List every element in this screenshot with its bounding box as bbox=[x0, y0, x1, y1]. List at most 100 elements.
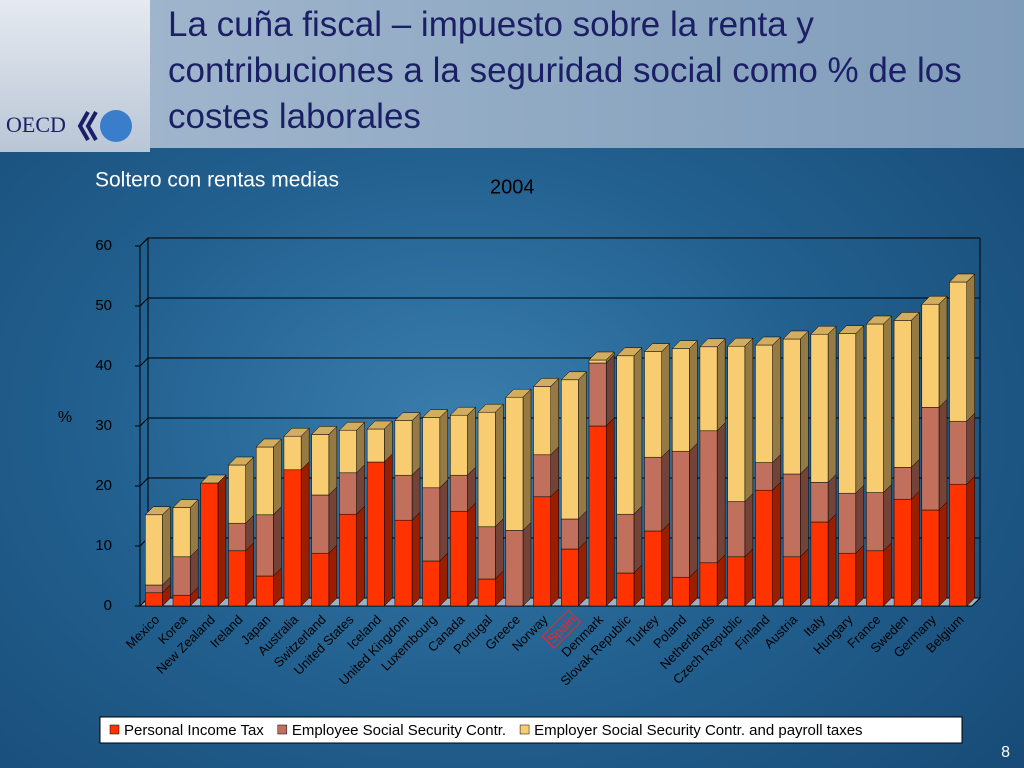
bar-segment bbox=[810, 521, 829, 607]
bar-side bbox=[938, 501, 948, 607]
bar-side bbox=[273, 438, 282, 516]
bar-side bbox=[300, 461, 310, 607]
bar-segment bbox=[727, 501, 746, 558]
bar-segment bbox=[755, 344, 773, 463]
y-tick-label: 0 bbox=[104, 597, 112, 614]
y-tick-label: 20 bbox=[95, 477, 112, 494]
bar-segment bbox=[339, 429, 357, 474]
bar-top bbox=[255, 438, 283, 448]
bar-side bbox=[633, 347, 643, 515]
legend-box bbox=[99, 716, 963, 744]
bar-segment bbox=[200, 482, 219, 607]
bar-segment bbox=[810, 333, 829, 483]
bar-side bbox=[495, 518, 504, 580]
bar-segment bbox=[255, 514, 274, 577]
y-tick-label: 10 bbox=[95, 537, 112, 554]
bar-segment bbox=[616, 513, 635, 574]
bar-side bbox=[522, 521, 532, 607]
bar-segment bbox=[671, 348, 690, 452]
bar-side bbox=[938, 398, 948, 511]
bar-segment bbox=[561, 379, 579, 520]
bar-side bbox=[356, 464, 365, 515]
annotation: 2004 bbox=[490, 176, 535, 198]
bar-side bbox=[938, 295, 948, 409]
bar-segment bbox=[533, 454, 551, 498]
bar-segment bbox=[699, 346, 718, 432]
bar-top bbox=[865, 315, 893, 325]
bar-top bbox=[477, 403, 504, 413]
bar-top bbox=[338, 421, 366, 431]
bar-side bbox=[578, 371, 587, 520]
bar-segment bbox=[394, 474, 413, 521]
bar-segment bbox=[477, 411, 496, 528]
grid-depth bbox=[139, 237, 149, 247]
bar-top bbox=[837, 325, 865, 334]
bar-side bbox=[883, 483, 892, 552]
bar-side bbox=[245, 456, 254, 524]
bar-top bbox=[810, 325, 837, 335]
bar-side bbox=[439, 408, 449, 489]
bar-top bbox=[643, 343, 671, 352]
bar-segment bbox=[616, 572, 635, 607]
bar-side bbox=[522, 388, 532, 532]
y-axis-label: % bbox=[58, 409, 72, 426]
bar-side bbox=[550, 377, 559, 456]
subtitle: Soltero con rentas medias bbox=[95, 169, 339, 192]
grid-depth bbox=[139, 297, 149, 307]
bar-side bbox=[328, 425, 338, 496]
bar-side bbox=[966, 412, 975, 485]
logo-mark bbox=[77, 111, 98, 141]
bar-side bbox=[772, 336, 781, 464]
bar-segment bbox=[921, 303, 940, 408]
bar-side bbox=[911, 490, 920, 607]
bar-segment bbox=[810, 482, 829, 523]
bar-side bbox=[162, 506, 171, 586]
highlight-box bbox=[541, 609, 582, 649]
x-tick-label: Mexico bbox=[123, 612, 163, 652]
bar-side bbox=[744, 548, 754, 607]
bar-side bbox=[273, 506, 282, 577]
bar-side bbox=[439, 552, 449, 607]
bar-side bbox=[966, 475, 975, 607]
bar-side bbox=[467, 406, 476, 476]
bar-segment bbox=[893, 320, 912, 468]
bar-side bbox=[411, 411, 421, 476]
bar-segment bbox=[588, 425, 607, 607]
bar-segment bbox=[172, 507, 191, 558]
bar-segment bbox=[283, 469, 302, 607]
bar-segment bbox=[893, 498, 912, 607]
bar-segment bbox=[949, 483, 967, 607]
y-tick-label: 30 bbox=[95, 417, 112, 434]
slide-title: La cuña fiscal – impuesto sobre la renta… bbox=[168, 5, 962, 136]
oecd-logo: OECD bbox=[6, 110, 132, 142]
grid-depth bbox=[139, 477, 149, 487]
bar-segment bbox=[505, 530, 524, 607]
bar-segment bbox=[450, 474, 468, 512]
legend-label: Employer Social Security Contr. and payr… bbox=[534, 722, 862, 739]
bar-segment bbox=[838, 333, 857, 494]
bar-side bbox=[827, 325, 837, 484]
bar-segment bbox=[866, 492, 884, 552]
bar-segment bbox=[228, 550, 246, 607]
bar-segment bbox=[782, 473, 801, 558]
logo-text: OECD bbox=[6, 112, 66, 137]
bar-segment bbox=[311, 434, 330, 496]
bar-side bbox=[744, 337, 754, 503]
bar-segment bbox=[422, 487, 441, 562]
bar-segment bbox=[699, 562, 718, 607]
bar-side bbox=[716, 554, 726, 607]
bar-side bbox=[411, 511, 421, 607]
bar-segment bbox=[838, 492, 857, 554]
bar-side bbox=[800, 465, 809, 558]
bar-segment bbox=[450, 414, 468, 476]
bar-top bbox=[948, 273, 976, 283]
bar-segment bbox=[921, 407, 940, 511]
bar-segment bbox=[172, 594, 191, 607]
bar-side bbox=[495, 403, 504, 528]
bar-segment bbox=[644, 351, 662, 458]
bar-side bbox=[467, 502, 476, 607]
bar-top bbox=[560, 371, 588, 381]
bar-side bbox=[855, 324, 865, 494]
bar-side bbox=[800, 548, 809, 607]
bar-segment bbox=[838, 552, 857, 607]
